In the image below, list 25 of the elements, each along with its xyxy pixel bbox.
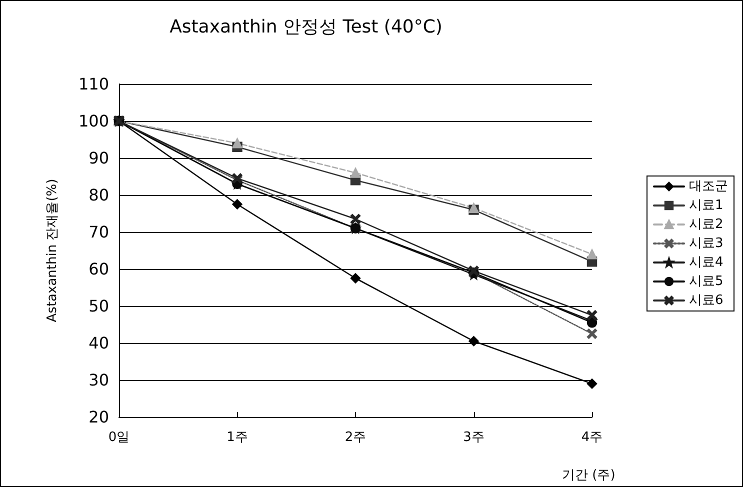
y-tick-label: 80: [88, 186, 109, 204]
y-tick-label: 20: [88, 408, 109, 426]
y-tick-label: 70: [88, 222, 109, 242]
x-tick-label: 2주: [344, 430, 366, 445]
x-tick-label: 1주: [226, 430, 248, 445]
legend-label: 시료5: [689, 274, 724, 289]
x-tick-label: 0일: [108, 430, 130, 445]
legend-label: 시료4: [689, 255, 724, 270]
chart-title: Astaxanthin 안정성 Test (40°C): [170, 16, 442, 38]
y-tick-label: 110: [78, 74, 109, 94]
y-tick-label: 30: [88, 370, 109, 390]
legend-label: 대조군: [689, 179, 728, 194]
legend-label: 시료6: [689, 293, 724, 308]
x-tick-label: 3주: [463, 430, 484, 445]
y-tick-label: 40: [88, 334, 109, 352]
legend-label: 시료1: [689, 198, 724, 213]
y-tick-label: 50: [88, 296, 109, 316]
x-axis-title: 기간 (주): [562, 468, 616, 483]
y-tick-label: 60: [88, 260, 109, 278]
x-tick-label: 4주: [581, 430, 603, 445]
legend-label: 시료3: [689, 236, 724, 251]
legend-label: 시료2: [689, 217, 724, 232]
y-axis-title: Astaxanthin 잔재율(%): [45, 178, 60, 322]
y-tick-label: 90: [88, 148, 109, 168]
y-tick-label: 100: [78, 112, 109, 130]
